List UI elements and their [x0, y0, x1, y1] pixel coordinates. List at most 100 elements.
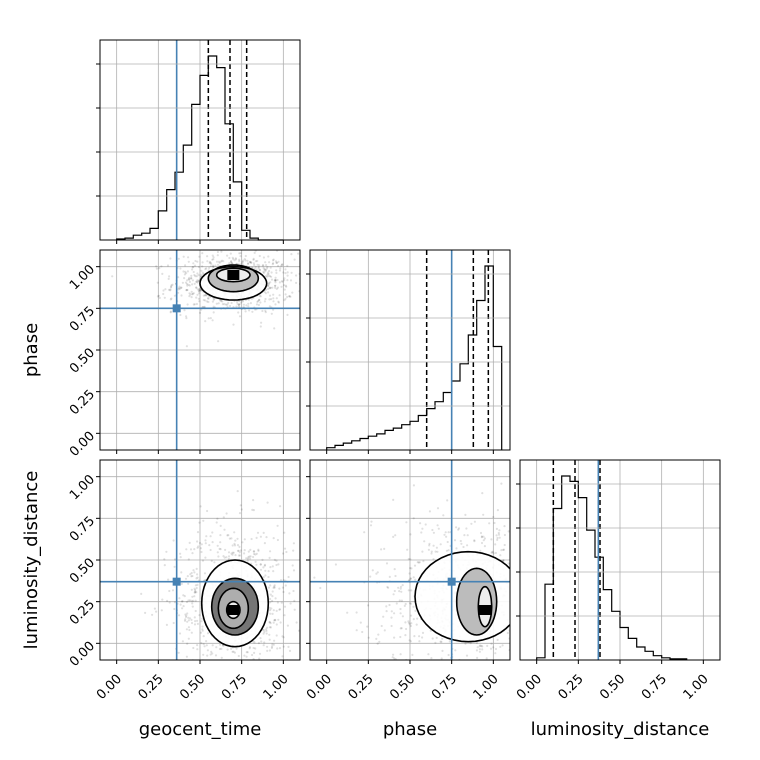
sample-point	[216, 254, 219, 257]
sample-point	[178, 632, 182, 635]
sample-point	[412, 618, 415, 621]
histogram-geocent_time	[116, 55, 284, 241]
sample-point	[289, 295, 292, 298]
sample-point	[194, 584, 197, 587]
sample-point	[261, 264, 264, 267]
sample-point	[269, 584, 272, 587]
sample-point	[239, 549, 242, 552]
sample-point	[198, 288, 201, 291]
sample-point	[168, 275, 171, 278]
sample-point	[297, 629, 300, 632]
sample-point	[236, 544, 240, 547]
sample-point	[243, 258, 246, 261]
sample-point	[263, 563, 267, 567]
sample-point	[231, 551, 234, 554]
sample-point	[192, 262, 195, 265]
sample-point	[191, 595, 194, 598]
sample-point	[264, 268, 267, 272]
sample-point	[197, 279, 200, 282]
sample-point	[186, 279, 189, 282]
sample-point	[182, 255, 185, 258]
sample-point	[421, 631, 425, 635]
sample-point	[195, 577, 198, 580]
sample-point	[204, 539, 207, 542]
sample-point	[473, 520, 476, 523]
sample-point	[215, 646, 218, 649]
sample-point	[196, 293, 199, 296]
sample-point	[165, 550, 168, 553]
sample-point	[171, 589, 175, 592]
sample-point	[295, 274, 298, 277]
sample-point	[236, 549, 240, 552]
sample-point	[383, 547, 386, 551]
sample-point	[185, 548, 188, 551]
sample-point	[262, 531, 265, 535]
sample-point	[220, 656, 223, 659]
sample-point	[194, 590, 197, 593]
sample-point	[275, 609, 278, 613]
sample-point	[212, 305, 215, 308]
sample-point	[264, 574, 267, 577]
sample-point	[163, 296, 166, 299]
sample-point	[183, 273, 186, 276]
sample-point	[186, 270, 189, 273]
sample-point	[193, 623, 197, 626]
sample-point	[409, 567, 412, 570]
sample-point	[181, 281, 184, 284]
sample-point	[237, 311, 240, 314]
sample-point	[266, 649, 269, 653]
sample-point	[409, 624, 412, 628]
sample-point	[267, 284, 270, 288]
sample-point	[217, 340, 220, 343]
sample-point	[195, 591, 198, 594]
sample-point	[267, 287, 270, 291]
sample-point	[237, 305, 240, 308]
sample-point	[202, 294, 205, 297]
axes-frame-1-1	[309, 249, 511, 451]
sample-point	[188, 617, 192, 620]
sample-point	[363, 531, 366, 534]
sample-point	[188, 295, 191, 298]
sample-point	[230, 261, 234, 265]
sample-point	[205, 294, 208, 297]
sample-point	[409, 533, 412, 536]
sample-point	[399, 635, 402, 639]
sample-point	[236, 537, 239, 540]
sample-point	[421, 527, 424, 530]
contour-line	[225, 600, 241, 620]
sample-point	[246, 651, 249, 654]
sample-point	[245, 655, 248, 658]
sample-point	[498, 536, 501, 539]
sample-point	[263, 268, 266, 271]
sample-point	[198, 614, 201, 617]
sample-point	[437, 527, 440, 530]
sample-point	[423, 540, 426, 543]
sample-point	[191, 266, 194, 269]
sample-point	[500, 549, 503, 552]
sample-point	[198, 521, 201, 524]
sample-point	[196, 281, 199, 284]
sample-point	[361, 630, 364, 634]
sample-point	[486, 644, 489, 648]
sample-point	[221, 644, 225, 647]
sample-point	[400, 599, 403, 602]
contour-line	[455, 567, 498, 636]
sample-point	[453, 539, 457, 542]
sample-point	[445, 549, 448, 552]
sample-point	[401, 584, 404, 587]
sample-point	[249, 555, 252, 558]
sample-point	[286, 624, 289, 627]
sample-point	[276, 601, 279, 604]
sample-point	[186, 284, 189, 287]
sample-point	[492, 552, 495, 555]
sample-point	[220, 250, 223, 253]
sample-point	[184, 264, 187, 267]
sample-point	[495, 534, 498, 537]
sample-point	[242, 259, 245, 262]
sample-point	[490, 642, 493, 645]
sample-point	[195, 586, 198, 590]
sample-point	[292, 569, 296, 572]
sample-point	[441, 649, 444, 653]
sample-point	[190, 290, 193, 293]
sample-point	[254, 560, 257, 563]
